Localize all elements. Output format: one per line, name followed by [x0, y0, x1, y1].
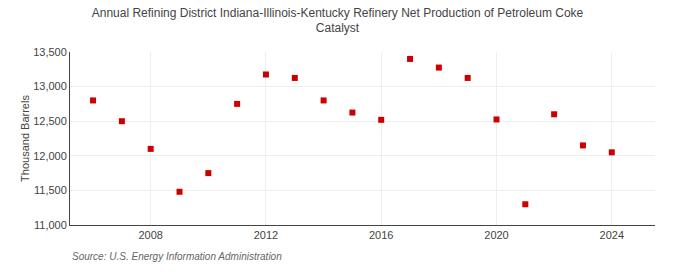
svg-text:Annual Refining District India: Annual Refining District Indiana-Illinoi… — [92, 6, 584, 36]
svg-text:2012: 2012 — [254, 229, 278, 241]
svg-text:Source: U.S. Energy Informatio: Source: U.S. Energy Information Administ… — [72, 251, 282, 262]
svg-text:13,000: 13,000 — [33, 80, 67, 92]
svg-text:2016: 2016 — [369, 229, 393, 241]
svg-text:2008: 2008 — [138, 229, 162, 241]
svg-text:Thousand Barrels: Thousand Barrels — [19, 95, 31, 182]
svg-text:12,500: 12,500 — [33, 115, 67, 127]
svg-text:11,500: 11,500 — [34, 184, 67, 196]
svg-text:2020: 2020 — [484, 229, 508, 241]
svg-text:2024: 2024 — [600, 229, 624, 241]
svg-text:11,000: 11,000 — [34, 219, 67, 231]
svg-text:13,500: 13,500 — [33, 46, 67, 58]
svg-text:12,000: 12,000 — [33, 150, 67, 162]
